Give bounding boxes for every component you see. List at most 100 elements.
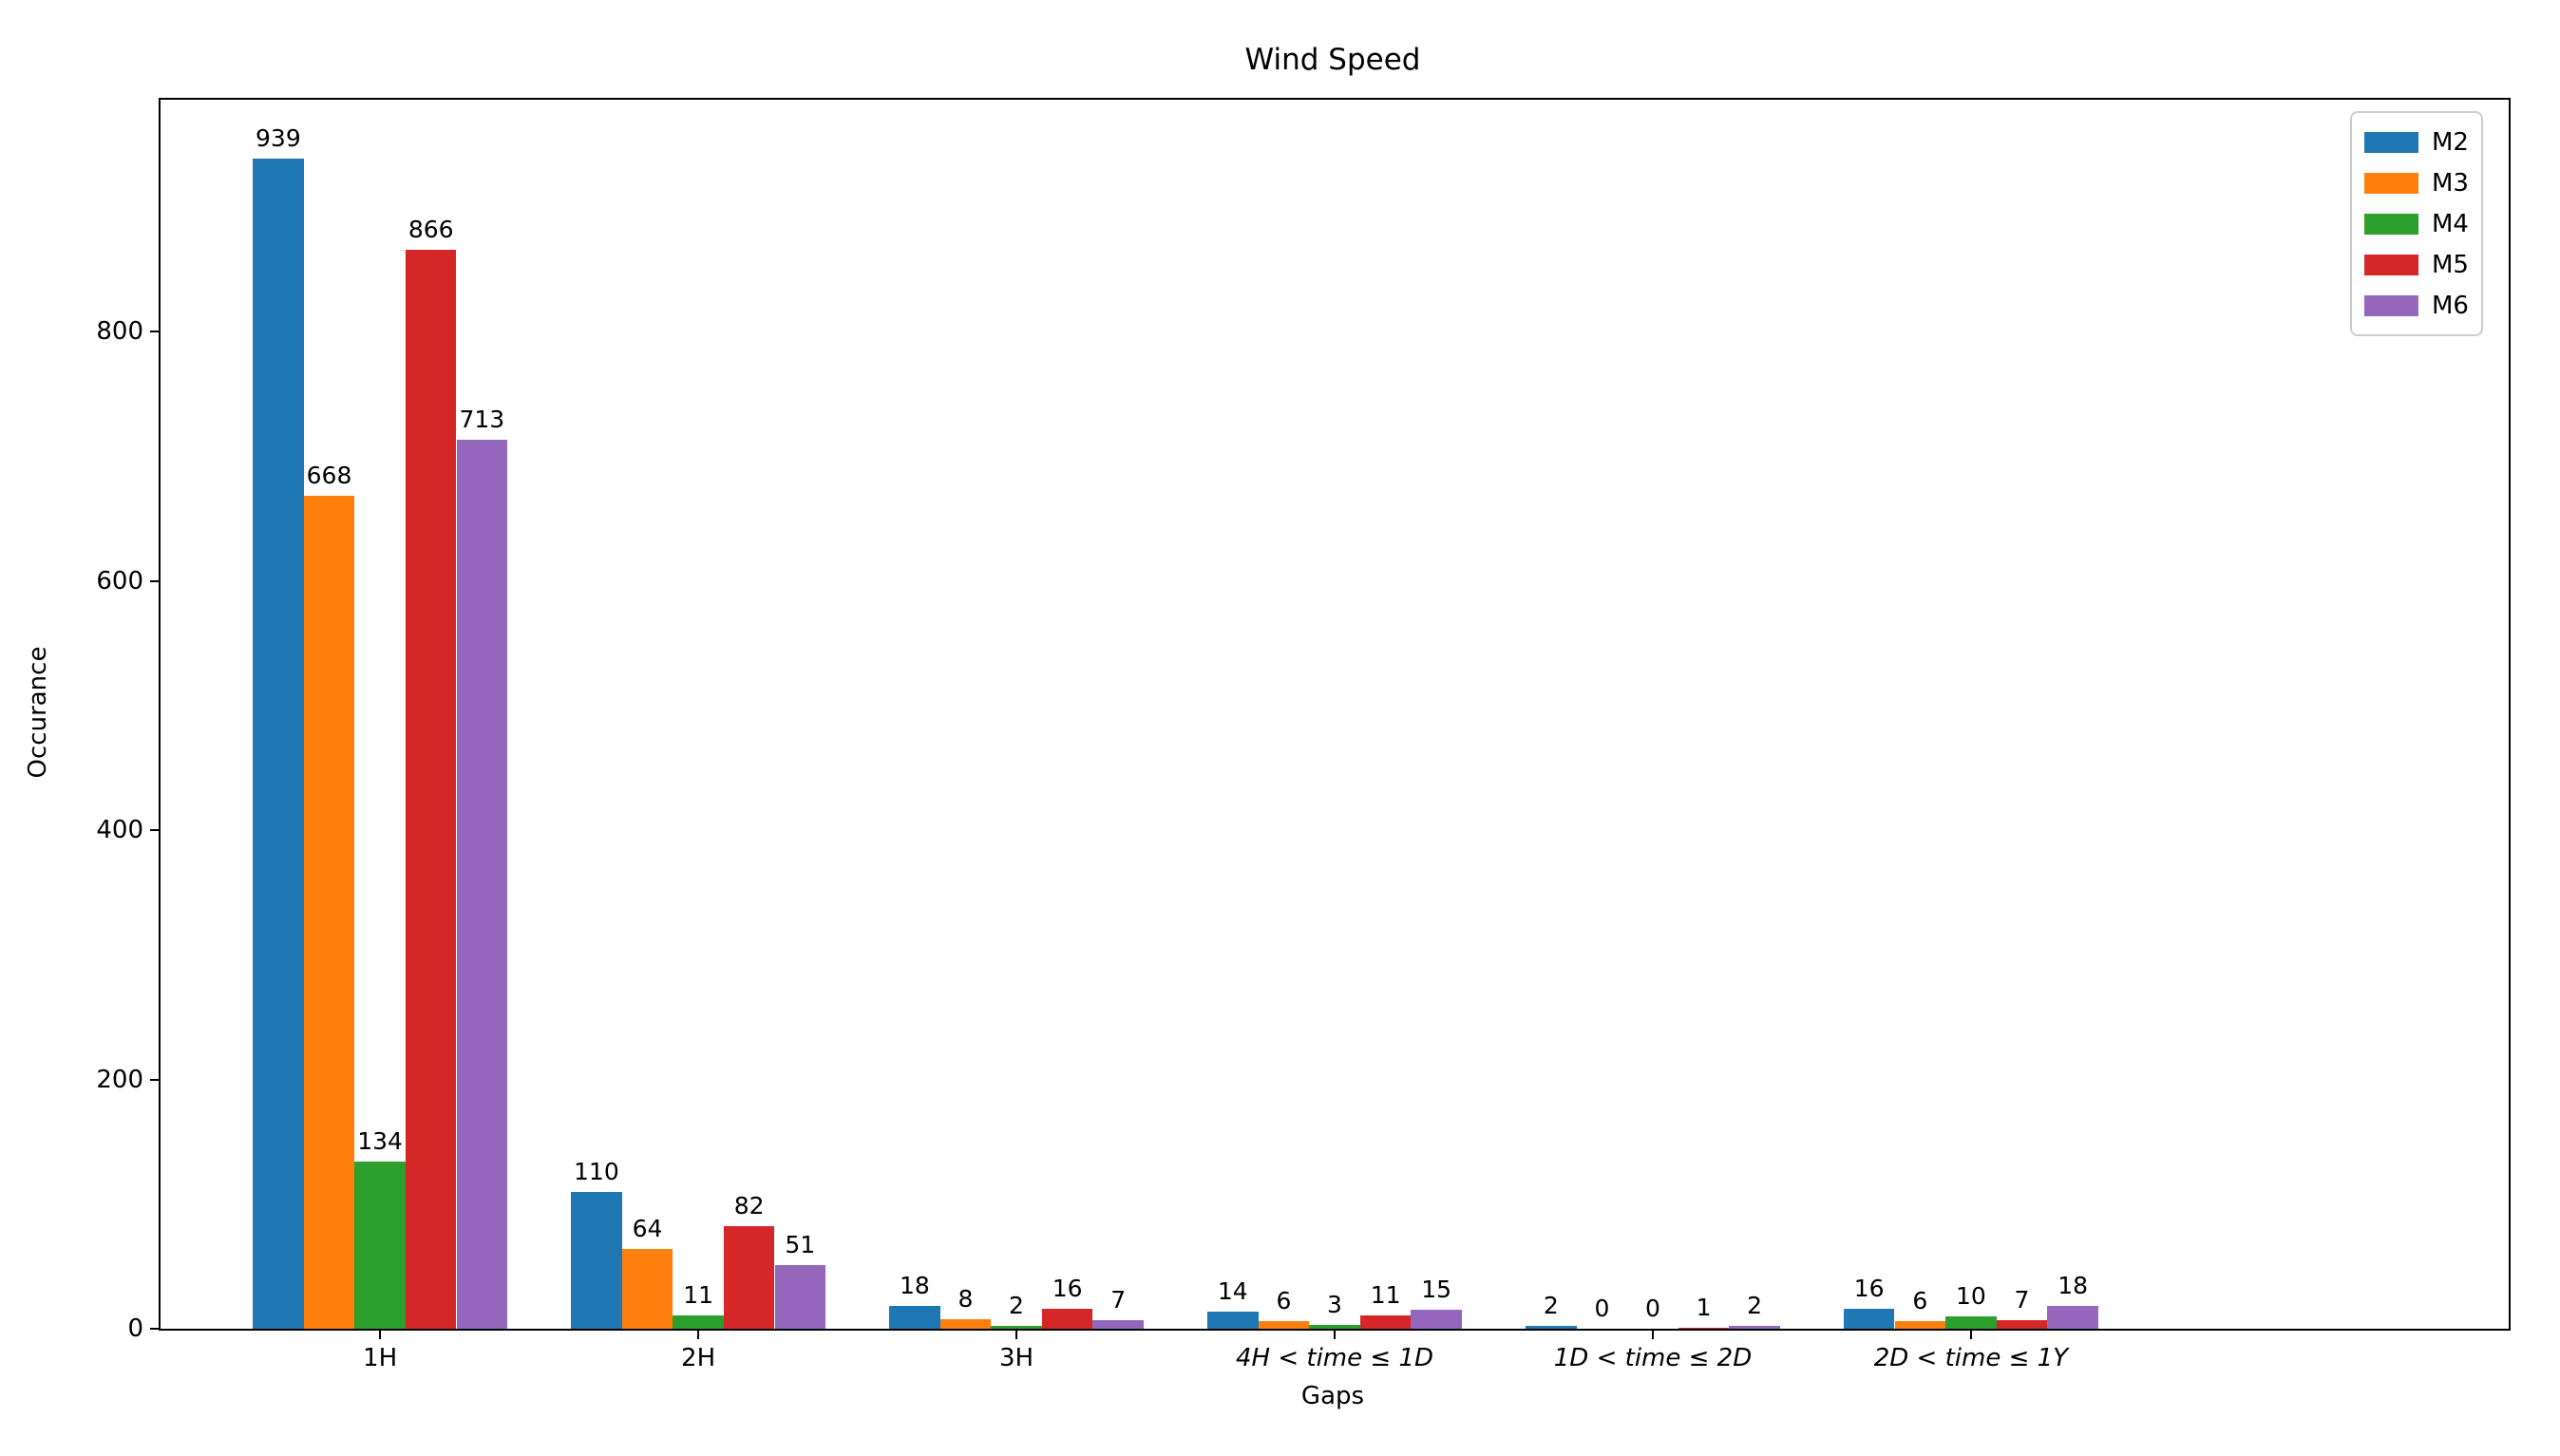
x-tick-mark [697, 1331, 700, 1339]
bar-M4-cat0 [354, 1162, 406, 1329]
x-tick-label: 1H [363, 1344, 398, 1372]
bar-M6-cat5 [2047, 1306, 2098, 1329]
bar-M5-cat5 [1996, 1319, 2048, 1329]
bar-value-label: 668 [306, 462, 352, 490]
bar-M2-cat1 [571, 1191, 622, 1329]
bar-value-label: 110 [574, 1157, 619, 1185]
y-tick-mark [150, 1078, 159, 1081]
bar-value-label: 8 [958, 1284, 974, 1313]
y-tick-label: 0 [127, 1314, 143, 1343]
bar-value-label: 0 [1645, 1295, 1660, 1322]
legend-item-M5: M5 [2364, 244, 2469, 285]
bar-value-label: 11 [1370, 1280, 1401, 1309]
x-tick-label: 4H < time ≤ 1D [1235, 1344, 1434, 1372]
bar-M6-cat3 [1411, 1310, 1462, 1329]
bar-value-label: 11 [683, 1280, 713, 1309]
y-tick-label: 600 [96, 566, 143, 596]
legend-swatch-M5 [2364, 254, 2418, 275]
bar-M2-cat5 [1843, 1309, 1895, 1329]
bar-value-label: 1 [1696, 1293, 1712, 1321]
bar-value-label: 16 [1052, 1275, 1083, 1302]
x-tick-mark [1969, 1331, 1972, 1339]
bar-M2-cat3 [1207, 1311, 1259, 1329]
x-tick-label: 2H [681, 1344, 716, 1372]
x-tick-label: 2D < time ≤ 1Y [1873, 1344, 2069, 1372]
bar-M6-cat2 [1092, 1319, 1144, 1329]
bar-M3-cat0 [303, 496, 355, 1329]
legend-label-M5: M5 [2432, 250, 2469, 279]
legend-swatch-M4 [2364, 213, 2418, 235]
bar-M4-cat1 [673, 1314, 724, 1329]
bar-value-label: 0 [1594, 1295, 1610, 1322]
bar-value-label: 7 [1110, 1285, 1127, 1314]
bar-M2-cat0 [253, 158, 304, 1329]
y-tick-label: 400 [96, 816, 143, 845]
y-tick-label: 200 [96, 1065, 143, 1094]
bar-M5-cat0 [405, 249, 457, 1329]
x-tick-label: 3H [998, 1344, 1034, 1372]
x-axis-label: Gaps [1300, 1382, 1365, 1410]
x-tick-mark [379, 1331, 382, 1339]
legend-item-M2: M2 [2364, 122, 2469, 162]
bar-value-label: 2 [1543, 1292, 1559, 1320]
bar-value-label: 82 [733, 1192, 765, 1220]
bar-M4-cat2 [991, 1326, 1042, 1329]
bar-M3-cat5 [1894, 1321, 1946, 1329]
bar-M2-cat4 [1526, 1326, 1577, 1329]
bar-M3-cat1 [621, 1249, 673, 1329]
legend-label-M3: M3 [2432, 168, 2469, 198]
bar-value-label: 866 [408, 215, 454, 243]
legend-label-M6: M6 [2432, 291, 2469, 320]
x-tick-label: 1D < time ≤ 2D [1553, 1344, 1753, 1372]
bar-value-label: 6 [1276, 1287, 1292, 1315]
bar-M5-cat4 [1678, 1327, 1730, 1329]
bar-M5-cat1 [723, 1226, 775, 1329]
bar-M6-cat0 [456, 440, 508, 1329]
bar-value-label: 2 [1747, 1292, 1763, 1320]
bar-value-label: 7 [2014, 1285, 2030, 1314]
bar-M6-cat1 [774, 1265, 826, 1329]
bar-M2-cat2 [889, 1306, 940, 1329]
legend-label-M2: M2 [2432, 127, 2469, 157]
bar-M3-cat2 [939, 1318, 992, 1329]
bar-M4-cat3 [1309, 1325, 1360, 1329]
bar-value-label: 2 [1009, 1292, 1024, 1320]
x-tick-mark [1334, 1331, 1336, 1339]
y-tick-label: 800 [96, 317, 143, 347]
bar-M4-cat5 [1945, 1315, 1997, 1329]
bar-value-label: 18 [899, 1272, 930, 1300]
bar-value-label: 713 [459, 406, 505, 434]
legend-swatch-M3 [2364, 172, 2418, 194]
bar-value-label: 51 [785, 1231, 816, 1259]
legend-swatch-M6 [2364, 294, 2418, 316]
y-tick-mark [150, 829, 159, 832]
bar-M6-cat4 [1729, 1326, 1780, 1329]
bar-value-label: 939 [256, 123, 301, 152]
legend-item-M3: M3 [2364, 162, 2469, 203]
plot-area: 0 200 400 600 800 1H 939 668 134 866 713 2H 110 64 11 8… [96, 98, 2511, 1372]
bar-value-label: 6 [1912, 1287, 1928, 1315]
y-tick-mark [150, 579, 159, 582]
bar-M3-cat3 [1258, 1321, 1310, 1329]
x-tick-mark [1652, 1331, 1654, 1339]
legend-swatch-M2 [2364, 131, 2418, 153]
bar-value-label: 15 [1421, 1276, 1452, 1304]
legend: M2 M3 M4 M5 M6 [2350, 111, 2483, 336]
chart-title: Wind Speed [1244, 43, 1421, 77]
bar-value-label: 10 [1955, 1281, 1986, 1310]
bar-M5-cat3 [1359, 1314, 1412, 1329]
bar-value-label: 134 [357, 1127, 403, 1156]
y-axis-label: Occurance [24, 646, 52, 779]
bar-value-label: 64 [632, 1215, 663, 1242]
y-tick-mark [150, 1328, 159, 1330]
bar-M5-cat2 [1041, 1309, 1093, 1329]
bar-value-label: 14 [1217, 1276, 1248, 1305]
bar-value-label: 18 [2057, 1272, 2088, 1300]
x-tick-mark [1015, 1331, 1017, 1339]
legend-label-M4: M4 [2432, 209, 2469, 238]
legend-item-M4: M4 [2364, 203, 2469, 244]
bar-value-label: 16 [1853, 1275, 1885, 1302]
legend-item-M6: M6 [2364, 285, 2469, 326]
y-tick-mark [150, 331, 159, 333]
